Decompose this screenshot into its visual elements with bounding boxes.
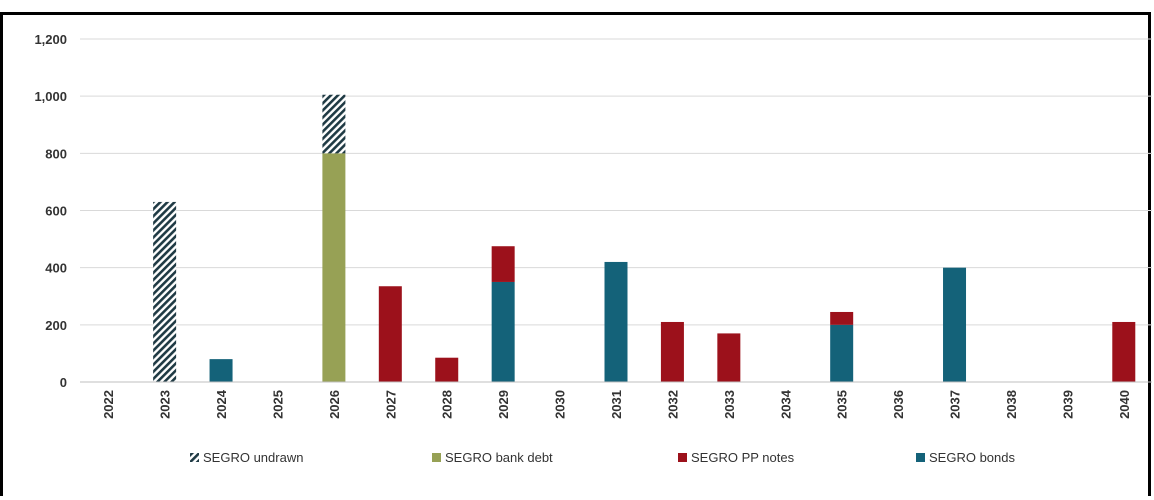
x-tick-label: 2035	[835, 390, 850, 419]
bar-segro-pp-notes-2035	[830, 311, 854, 325]
bar-segro-bonds-2035	[830, 324, 854, 382]
x-tick-label: 2037	[948, 390, 963, 419]
x-tick-label: 2040	[1117, 390, 1132, 419]
x-tick-label: 2033	[722, 390, 737, 419]
y-tick-label: 0	[60, 375, 67, 390]
legend-swatch	[190, 453, 199, 462]
x-tick-label: 2036	[891, 390, 906, 419]
y-axis-ticks: 0 200 400 600 800 1,000 1,200	[34, 32, 67, 390]
legend: SEGRO undrawn SEGRO bank debt SEGRO PP not…	[190, 450, 1015, 465]
bar-segro-pp-notes-2040	[1112, 321, 1136, 382]
x-tick-label: 2022	[101, 390, 116, 419]
bar-segro-pp-notes-2033	[717, 333, 741, 382]
legend-label: SEGRO bank debt	[445, 450, 553, 465]
x-tick-label: 2034	[778, 389, 793, 419]
legend-label: SEGRO PP notes	[691, 450, 795, 465]
x-tick-label: 2031	[609, 390, 624, 419]
bar-segro-pp-notes-2027	[378, 286, 402, 382]
bar-segro-bank-debt-2026	[322, 153, 346, 382]
bar-segro-bonds-2029	[491, 281, 515, 382]
x-tick-label: 2025	[270, 390, 285, 419]
legend-swatch	[432, 453, 441, 462]
bar-segro-pp-notes-2032	[660, 321, 684, 382]
bar-segro-bonds-2024	[209, 359, 233, 382]
y-tick-label: 1,200	[34, 32, 67, 47]
legend-swatch	[916, 453, 925, 462]
x-axis-ticks: 2022 2023 2024 2025 2026 2027 2028 2029 2030 2031…	[101, 389, 1132, 419]
chart-frame	[0, 12, 1151, 496]
x-tick-label: 2024	[214, 389, 229, 419]
bar-segro-undrawn-2023	[153, 201, 177, 382]
x-tick-label: 2029	[496, 390, 511, 419]
bar-segro-bonds-2031	[604, 261, 628, 382]
bar-segro-pp-notes-2028	[435, 357, 459, 382]
x-tick-label: 2038	[1004, 390, 1019, 419]
bar-segro-bonds-2037	[943, 267, 967, 382]
y-tick-label: 800	[45, 146, 67, 161]
y-tick-label: 600	[45, 204, 67, 219]
bar-segro-pp-notes-2029	[491, 246, 515, 282]
x-tick-label: 2026	[327, 390, 342, 419]
legend-label: SEGRO undrawn	[203, 450, 303, 465]
x-tick-label: 2023	[158, 390, 173, 419]
bar-segro-undrawn-2026	[322, 94, 346, 154]
bars	[153, 94, 1136, 382]
legend-label: SEGRO bonds	[929, 450, 1015, 465]
x-tick-label: 2030	[553, 390, 568, 419]
x-tick-label: 2028	[440, 390, 455, 419]
legend-swatch	[678, 453, 687, 462]
x-tick-label: 2039	[1060, 390, 1075, 419]
x-tick-label: 2027	[383, 390, 398, 419]
y-tick-label: 1,000	[34, 89, 67, 104]
y-tick-label: 400	[45, 261, 67, 276]
y-tick-label: 200	[45, 318, 67, 333]
x-tick-label: 2032	[665, 390, 680, 419]
